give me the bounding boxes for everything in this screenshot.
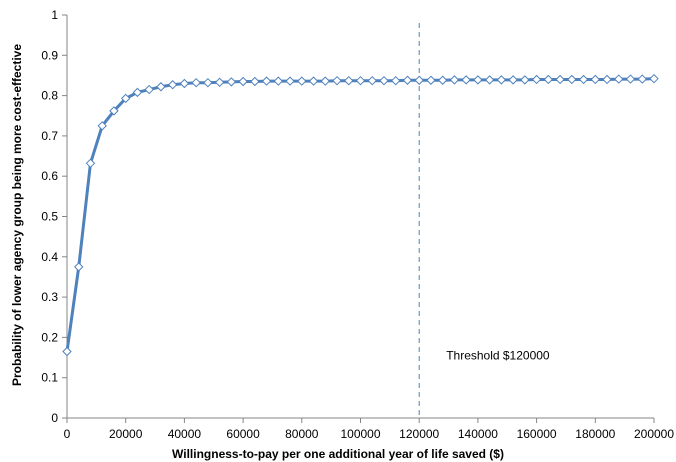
data-point xyxy=(437,75,448,85)
data-point xyxy=(132,87,143,98)
data-point xyxy=(344,75,354,86)
data-point xyxy=(379,75,389,86)
data-point xyxy=(590,74,601,85)
x-tick-label: 100000 xyxy=(340,427,380,441)
data-point xyxy=(426,75,436,85)
data-point xyxy=(167,80,178,90)
data-point xyxy=(555,74,565,85)
x-tick-label: 80000 xyxy=(285,427,319,441)
x-tick-label: 120000 xyxy=(399,427,439,441)
data-point xyxy=(449,75,460,85)
x-tick-label: 180000 xyxy=(575,427,615,441)
data-point xyxy=(273,76,284,86)
y-tick-label: 0.5 xyxy=(41,210,58,224)
data-point xyxy=(402,75,413,85)
y-tick-label: 0.3 xyxy=(41,290,58,304)
data-point xyxy=(367,75,377,86)
data-point xyxy=(520,75,530,85)
x-tick-label: 0 xyxy=(64,427,71,441)
x-tick-label: 60000 xyxy=(226,427,260,441)
y-axis-title: Probability of lower agency group being … xyxy=(10,44,24,386)
data-point xyxy=(144,84,154,95)
y-tick-label: 0.9 xyxy=(41,48,58,62)
y-tick-label: 0.4 xyxy=(41,250,58,264)
data-point xyxy=(473,75,483,85)
data-point xyxy=(414,75,424,85)
data-point xyxy=(320,76,330,86)
data-point xyxy=(391,75,401,86)
data-point xyxy=(261,76,272,86)
data-point xyxy=(496,75,507,85)
data-point xyxy=(602,74,612,85)
data-point xyxy=(543,74,554,85)
y-tick-label: 1 xyxy=(51,8,58,22)
data-point xyxy=(508,75,518,85)
data-point xyxy=(226,77,237,87)
data-point xyxy=(332,75,342,86)
data-point xyxy=(179,78,190,89)
data-point xyxy=(156,82,166,92)
x-axis-title: Willingness-to-pay per one additional ye… xyxy=(172,447,504,461)
data-point xyxy=(85,158,96,169)
data-point xyxy=(214,77,225,88)
data-point xyxy=(62,346,72,357)
x-tick-label: 160000 xyxy=(517,427,557,441)
data-point xyxy=(484,75,495,85)
data-point xyxy=(97,121,107,131)
series-line xyxy=(65,77,655,352)
data-point xyxy=(567,74,577,85)
data-point xyxy=(578,74,589,85)
data-point xyxy=(238,76,248,87)
x-tick-label: 40000 xyxy=(168,427,202,441)
data-point xyxy=(109,106,119,116)
data-point xyxy=(649,73,659,84)
x-tick-label: 140000 xyxy=(458,427,498,441)
data-point xyxy=(191,77,201,88)
y-tick-label: 0.1 xyxy=(41,371,58,385)
threshold-label: Threshold $120000 xyxy=(446,349,550,363)
data-point xyxy=(203,77,213,88)
data-point xyxy=(308,76,319,86)
data-point xyxy=(531,74,542,85)
data-point xyxy=(297,76,307,86)
data-point xyxy=(355,75,366,86)
x-tick-label: 200000 xyxy=(634,427,674,441)
data-point xyxy=(120,93,131,104)
data-point xyxy=(637,74,647,84)
data-point xyxy=(625,74,636,84)
y-tick-label: 0.6 xyxy=(41,169,58,183)
data-point xyxy=(250,76,260,87)
y-tick-label: 0 xyxy=(51,411,58,425)
data-point xyxy=(614,74,624,84)
data-point xyxy=(74,262,84,272)
data-point xyxy=(461,75,471,85)
y-tick-label: 0.8 xyxy=(41,89,58,103)
y-tick-label: 0.7 xyxy=(41,129,58,143)
data-point xyxy=(285,76,295,86)
y-tick-label: 0.2 xyxy=(41,330,58,344)
x-tick-label: 20000 xyxy=(109,427,143,441)
